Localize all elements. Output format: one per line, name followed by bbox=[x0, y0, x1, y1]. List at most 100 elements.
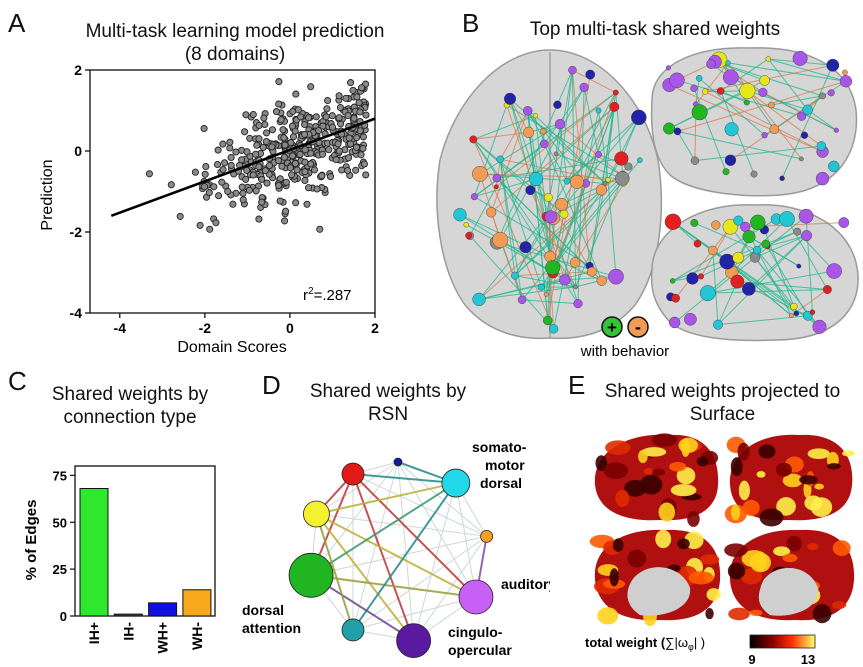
scatter-point bbox=[335, 147, 343, 155]
scatter-x-ticks: -4 -2 0 2 bbox=[114, 313, 379, 336]
brain-node bbox=[708, 245, 718, 256]
brain-edge bbox=[727, 62, 846, 82]
brain-node bbox=[543, 315, 553, 326]
brain-edge bbox=[607, 117, 640, 181]
surface-patch bbox=[738, 480, 750, 501]
scatter-point bbox=[278, 162, 286, 170]
scatter-point bbox=[215, 192, 223, 200]
rsn-faint-edge bbox=[352, 535, 487, 631]
scatter-point bbox=[176, 212, 184, 220]
surface-patch bbox=[597, 607, 619, 625]
bar-ih-plus bbox=[79, 488, 109, 617]
rsn-edge bbox=[316, 482, 457, 515]
y-tick-label: 2 bbox=[74, 62, 82, 78]
scatter-point bbox=[360, 160, 368, 168]
brain-edge bbox=[514, 92, 617, 276]
brain-edge bbox=[674, 215, 807, 323]
brain-node bbox=[665, 65, 671, 71]
brain-edge bbox=[729, 226, 795, 307]
rsn-nodes bbox=[288, 457, 494, 659]
bar-wh-minus bbox=[182, 589, 212, 617]
brain-node bbox=[472, 292, 486, 306]
scatter-point bbox=[238, 183, 246, 191]
brain-edge bbox=[509, 98, 529, 133]
surface-patches bbox=[589, 433, 855, 627]
rsn-edge bbox=[310, 482, 457, 577]
brain-node bbox=[722, 69, 739, 86]
surface-patch bbox=[756, 471, 766, 478]
brain-node bbox=[706, 59, 716, 69]
brain-node bbox=[568, 65, 577, 75]
brain-node bbox=[543, 291, 549, 297]
brain-node bbox=[761, 239, 770, 249]
scatter-point bbox=[263, 179, 271, 187]
panel-e-title-line2: Surface bbox=[689, 404, 756, 425]
brain-node bbox=[690, 84, 698, 92]
brain-edge bbox=[747, 90, 808, 111]
scatter-point bbox=[357, 151, 365, 159]
brain-edge bbox=[566, 154, 599, 182]
surface-patch bbox=[842, 450, 855, 457]
panel-e-title: Shared weights projected to Surface bbox=[585, 380, 860, 426]
rsn-node bbox=[441, 468, 471, 498]
scatter-point bbox=[279, 126, 287, 134]
brain-node bbox=[532, 113, 539, 119]
brain-edge bbox=[677, 131, 696, 161]
brain-edge bbox=[496, 92, 617, 188]
brain-node bbox=[758, 87, 768, 97]
surface-patch bbox=[627, 549, 647, 568]
bar-category-label: WH- bbox=[189, 622, 205, 650]
scatter-point bbox=[167, 181, 175, 189]
scatter-point bbox=[252, 150, 260, 158]
rsn-edge bbox=[315, 513, 354, 631]
negative-behavior-icon bbox=[627, 316, 649, 338]
brain-edge bbox=[473, 115, 536, 140]
rsn-label-cingulo-1: cingulo- bbox=[448, 624, 503, 640]
surface-patch bbox=[737, 442, 750, 461]
panel-a-title-line2: (8 domains) bbox=[184, 44, 286, 65]
scatter-point bbox=[275, 181, 283, 190]
bar-rects bbox=[79, 488, 212, 617]
surface-patch bbox=[749, 552, 771, 573]
scatter-point bbox=[322, 113, 330, 121]
scatter-point bbox=[328, 123, 337, 131]
surface-patch bbox=[651, 433, 678, 447]
brain-node bbox=[573, 299, 583, 309]
brain-node bbox=[492, 173, 502, 183]
brain-node bbox=[569, 257, 581, 268]
brain-edge bbox=[506, 104, 623, 177]
rsn-faint-edge bbox=[316, 513, 487, 537]
surface-patch bbox=[706, 588, 721, 601]
brain-node bbox=[752, 245, 762, 255]
surface-patch bbox=[638, 449, 648, 464]
rsn-node bbox=[341, 462, 365, 486]
scatter-point bbox=[292, 90, 300, 98]
rsn-label-dorsal-attention-2: attention bbox=[242, 620, 301, 636]
panel-c-label: C bbox=[8, 366, 27, 396]
surface-patch bbox=[730, 504, 741, 521]
scatter-point bbox=[218, 178, 226, 186]
brain-node bbox=[761, 132, 768, 139]
brain-edge bbox=[668, 90, 748, 129]
brain-node bbox=[730, 274, 745, 289]
brain-node bbox=[517, 295, 527, 305]
scatter-point bbox=[242, 175, 250, 183]
x-tick-label: 0 bbox=[286, 320, 294, 336]
brain-edge bbox=[522, 299, 579, 305]
surface-patch bbox=[681, 438, 691, 458]
rsn-faint-edge bbox=[413, 482, 457, 641]
brain-node bbox=[563, 177, 571, 185]
panel-c-title-line2: connection type bbox=[63, 407, 197, 428]
scatter-point bbox=[304, 184, 313, 192]
brain-edge bbox=[707, 270, 835, 294]
brain-edge bbox=[465, 224, 554, 274]
surface-patch bbox=[807, 448, 830, 460]
scatter-point bbox=[324, 96, 332, 105]
brain-node bbox=[725, 60, 731, 66]
brain-edge bbox=[677, 130, 802, 160]
brain-node bbox=[595, 184, 607, 196]
surface-patch bbox=[605, 440, 631, 455]
brain-edge bbox=[555, 153, 623, 179]
brain-node bbox=[768, 101, 775, 109]
brain-node bbox=[686, 272, 699, 285]
